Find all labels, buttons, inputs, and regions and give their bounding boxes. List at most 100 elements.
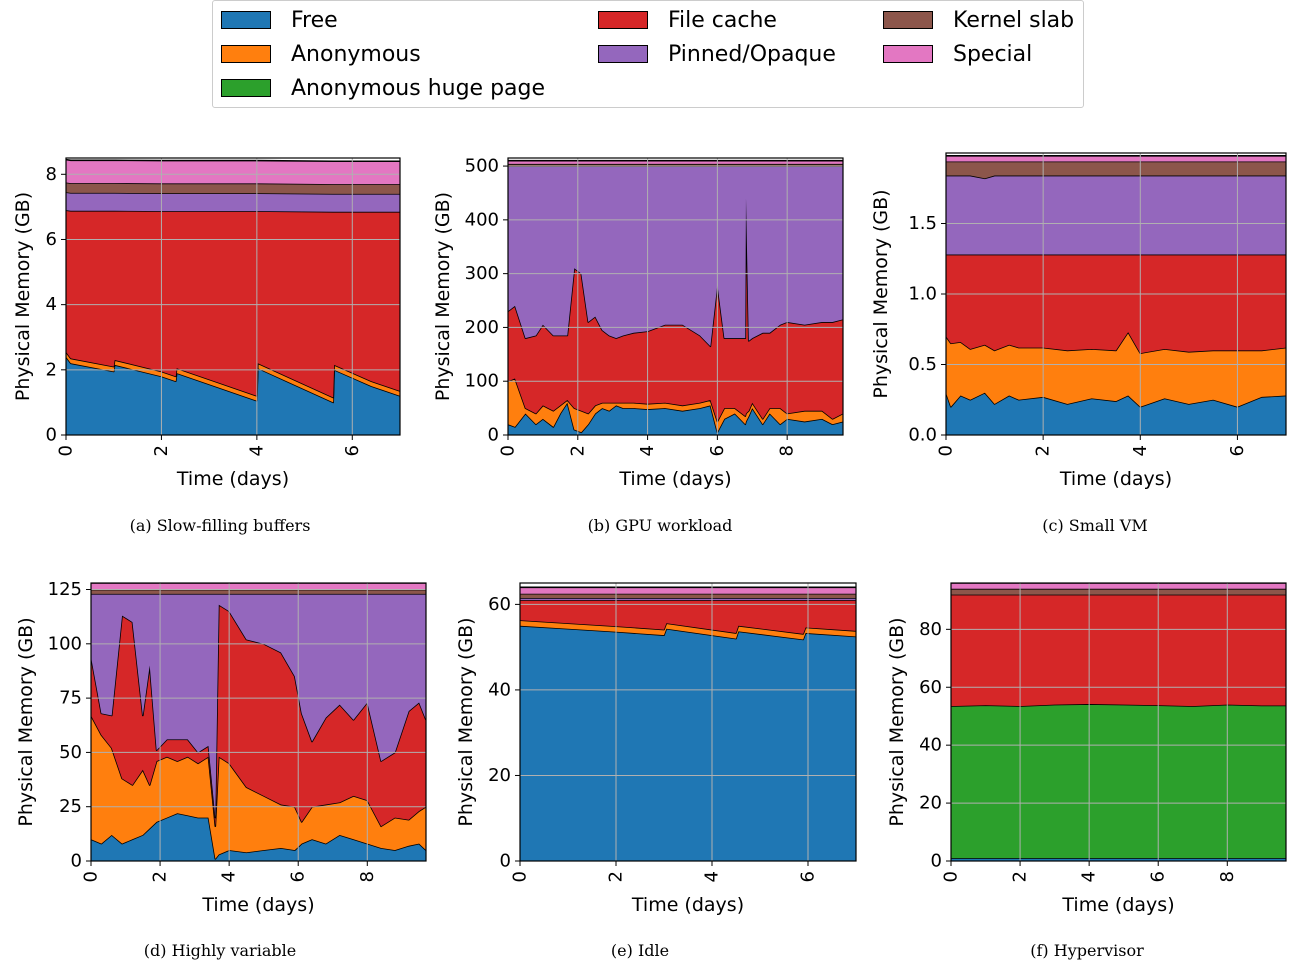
area-file-cache <box>508 198 843 422</box>
legend-label-free: Free <box>291 7 338 33</box>
area-kernel-slab <box>946 161 1286 179</box>
caption-e: (e) Idle <box>610 941 670 960</box>
caption-b: (b) GPU workload <box>587 516 733 535</box>
legend-label-special: Special <box>953 41 1033 67</box>
legend-item-file-cache: File cache <box>598 5 777 35</box>
x-tick-label: 4 <box>1130 445 1151 456</box>
axes-frame <box>65 157 401 436</box>
y-tick-label: 8 <box>46 164 57 185</box>
y-tick-label: 100 <box>48 633 82 654</box>
x-axis-label: Time (days) <box>618 468 731 490</box>
legend-item-kernel-slab: Kernel slab <box>883 5 1074 35</box>
legend-item-anonymous-huge-page: Anonymous huge page <box>221 73 545 103</box>
x-axis-label: Time (days) <box>201 894 314 916</box>
legend-swatch-kernel-slab <box>883 11 933 29</box>
y-tick-label: 0 <box>71 851 82 872</box>
x-tick-label: 2 <box>1033 445 1054 456</box>
plot-area <box>946 153 1286 435</box>
x-tick-label: 6 <box>798 871 819 882</box>
y-axis-label: Physical Memory (GB) <box>12 192 34 401</box>
y-tick-label: 300 <box>465 263 499 284</box>
y-axis-label: Physical Memory (GB) <box>432 192 454 401</box>
area-file-cache <box>951 594 1286 707</box>
plot-area <box>508 158 843 435</box>
series-line-anonymous-huge-page <box>951 703 1286 707</box>
y-tick-label: 75 <box>59 688 82 709</box>
x-tick-label: 0 <box>498 445 519 456</box>
caption-f: (f) Hypervisor <box>1030 941 1144 960</box>
x-axis-label: Time (days) <box>1059 468 1172 490</box>
legend-label-file-cache: File cache <box>668 7 777 33</box>
legend-label-anonymous-huge-page: Anonymous huge page <box>291 75 546 101</box>
plot-area <box>66 158 400 435</box>
area-special <box>508 160 843 164</box>
area-free <box>66 356 400 435</box>
area-file-cache <box>66 210 400 398</box>
x-tick-label: 6 <box>707 445 728 456</box>
legend-label-pinned-opaque: Pinned/Opaque <box>668 41 836 67</box>
axes-frame <box>507 157 844 436</box>
area-kernel-slab <box>520 593 856 598</box>
area-pinned-opaque <box>508 166 843 347</box>
area-pinned-opaque <box>946 175 1286 255</box>
x-tick-label: 0 <box>941 871 962 882</box>
x-tick-label: 4 <box>1079 871 1100 882</box>
y-tick-label: 500 <box>465 156 499 177</box>
x-tick-label: 8 <box>777 445 798 456</box>
y-tick-label: 60 <box>488 594 511 615</box>
area-file-cache <box>946 254 1286 354</box>
x-axis-label: Time (days) <box>631 894 744 916</box>
x-axis-label: Time (days) <box>1061 894 1174 916</box>
plot-area <box>520 583 856 861</box>
area-anonymous <box>520 620 856 640</box>
x-tick-label: 8 <box>1217 871 1238 882</box>
legend-item-anonymous: Anonymous <box>221 39 421 69</box>
area-anonymous <box>946 332 1286 407</box>
x-tick-label: 2 <box>151 445 172 456</box>
y-tick-label: 0.0 <box>908 425 937 446</box>
x-axis-label: Time (days) <box>176 468 289 490</box>
area-file-cache <box>91 604 426 827</box>
axes-frame <box>519 582 857 862</box>
x-tick-label: 4 <box>637 445 658 456</box>
series-line-special <box>66 158 400 163</box>
y-tick-label: 20 <box>919 793 942 814</box>
y-tick-label: 0.5 <box>908 354 937 375</box>
plot-area <box>951 583 1286 861</box>
y-tick-label: 200 <box>465 317 499 338</box>
x-tick-label: 4 <box>219 871 240 882</box>
legend-swatch-file-cache <box>598 11 648 29</box>
axes-frame <box>90 582 427 862</box>
legend-item-special: Special <box>883 39 1032 69</box>
legend-swatch-pinned-opaque <box>598 45 648 63</box>
caption-c: (c) Small VM <box>1042 516 1148 535</box>
y-tick-label: 50 <box>59 742 82 763</box>
y-tick-label: 125 <box>48 579 82 600</box>
y-tick-label: 6 <box>46 229 57 250</box>
x-tick-label: 0 <box>936 445 957 456</box>
area-free <box>946 392 1286 435</box>
y-axis-label: Physical Memory (GB) <box>870 189 892 398</box>
axes-frame <box>950 582 1287 862</box>
y-tick-label: 0 <box>488 425 499 446</box>
y-tick-label: 20 <box>488 765 511 786</box>
y-tick-label: 400 <box>465 209 499 230</box>
y-tick-label: 40 <box>919 735 942 756</box>
area-anonymous <box>508 378 843 433</box>
area-kernel-slab <box>66 182 400 194</box>
x-tick-label: 4 <box>702 871 723 882</box>
x-tick-label: 2 <box>1010 871 1031 882</box>
series-line-file-cache <box>66 209 400 213</box>
legend-item-pinned-opaque: Pinned/Opaque <box>598 39 836 69</box>
area-anonymous <box>66 351 400 403</box>
y-tick-label: 4 <box>46 294 57 315</box>
x-tick-label: 6 <box>342 445 363 456</box>
x-tick-label: 4 <box>246 445 267 456</box>
y-axis-label: Physical Memory (GB) <box>886 617 908 826</box>
area-anonymous-huge-page <box>951 704 1286 859</box>
